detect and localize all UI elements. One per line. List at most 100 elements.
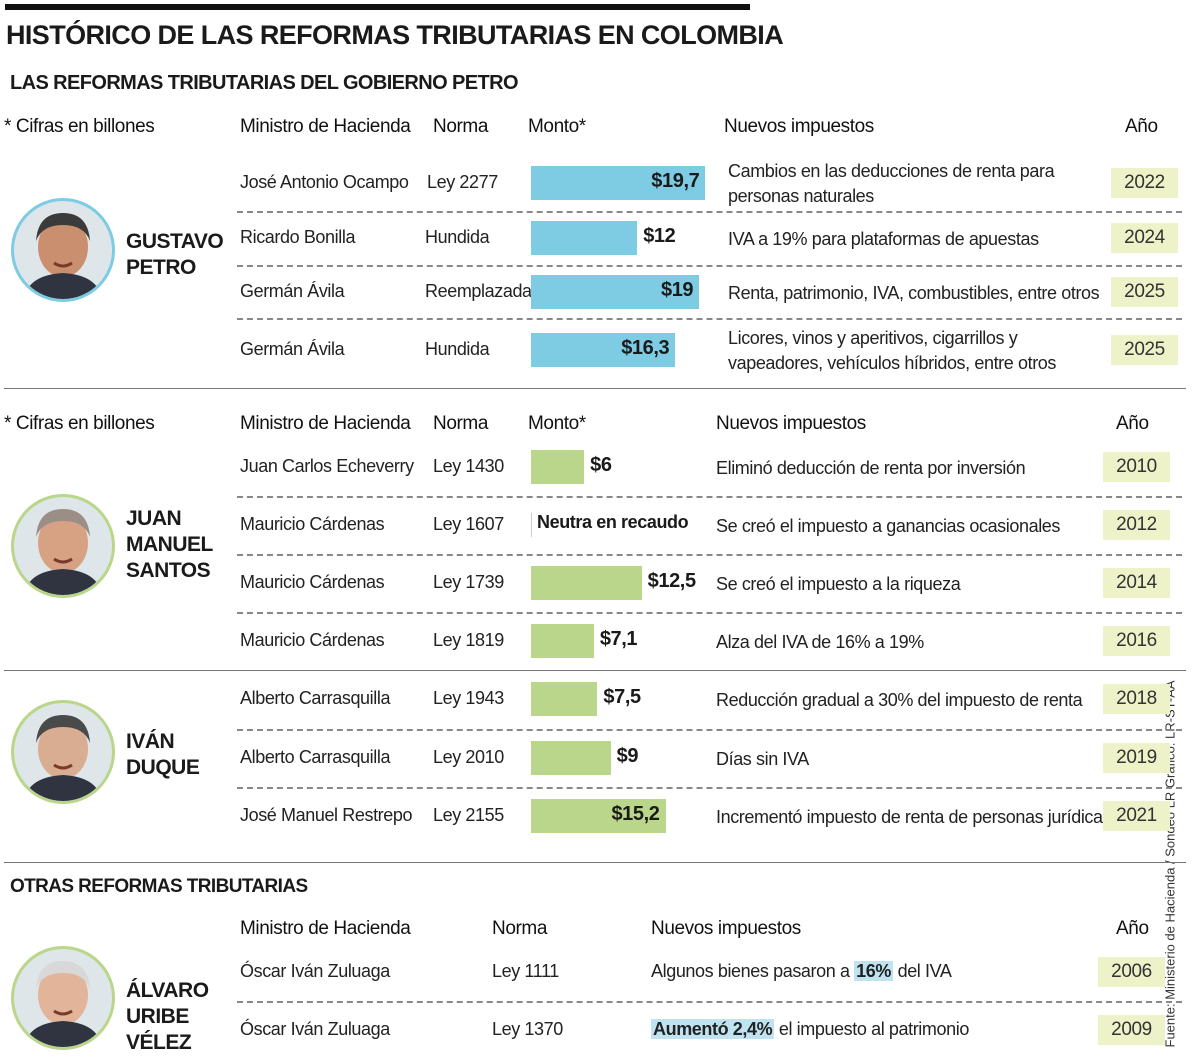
norma: Hundida	[425, 227, 490, 247]
year-badge: 2010	[1103, 452, 1170, 482]
year-badge: 2021	[1103, 801, 1170, 831]
minister-name: Mauricio Cárdenas	[240, 514, 385, 534]
new-taxes: Licores, vinos y aperitivos, cigarrillos…	[728, 328, 1056, 373]
person-icon	[24, 509, 102, 595]
year-badge: 2016	[1103, 626, 1170, 656]
bar-value-label: $7,5	[603, 686, 641, 708]
row-divider	[237, 318, 1182, 320]
taxes-text: Algunos bienes pasaron a	[651, 961, 855, 981]
bar-value-label: $12	[643, 225, 676, 247]
new-taxes: Días sin IVA	[716, 749, 809, 769]
taxes-text: del IVA	[892, 961, 952, 981]
norma: Ley 1739	[433, 572, 504, 592]
top-rule	[5, 4, 750, 10]
header-year: Año	[1116, 918, 1149, 939]
bar-value-label: $12,5	[647, 570, 696, 592]
president-name: IVÁN DUQUE	[126, 730, 200, 779]
row-divider	[237, 554, 1182, 556]
bar-value-label: $15,2	[611, 803, 660, 825]
minister-name: Mauricio Cárdenas	[240, 572, 385, 592]
row-divider	[237, 787, 1182, 789]
bar-value-label: $6	[590, 454, 612, 476]
source-note: Fuente: Ministerio de Hacienda / Sondeo …	[1162, 680, 1178, 1048]
bar-value-label: $9	[616, 745, 639, 767]
new-taxes: Se creó el impuesto a la riqueza	[716, 574, 961, 594]
taxes-highlight: Aumentó 2,4%	[651, 1019, 775, 1039]
row-divider	[237, 496, 1182, 498]
row-divider	[237, 612, 1182, 614]
new-taxes: IVA a 19% para plataformas de apuestas	[728, 229, 1039, 249]
year-badge: 2022	[1111, 168, 1178, 198]
bar-value-label: $19,7	[651, 170, 700, 192]
bar	[531, 333, 676, 367]
header-taxes: Nuevos impuestos	[651, 918, 801, 939]
bar	[531, 682, 598, 716]
header-year: Año	[1116, 413, 1149, 434]
bar	[531, 741, 611, 775]
header-minister: Ministro de Hacienda	[240, 918, 411, 939]
new-taxes: Reducción gradual a 30% del impuesto de …	[716, 690, 1083, 710]
person-icon	[24, 961, 102, 1047]
header-minister: Ministro de Hacienda	[240, 116, 411, 137]
header-taxes: Nuevos impuestos	[716, 413, 866, 434]
section-divider	[4, 862, 1186, 863]
bar-value-label: $16,3	[621, 337, 670, 359]
note-label: * Cifras en billones	[4, 413, 155, 434]
subtitle: LAS REFORMAS TRIBUTARIAS DEL GOBIERNO PE…	[10, 72, 519, 94]
new-taxes: Renta, patrimonio, IVA, combustibles, en…	[728, 283, 1100, 303]
bar	[531, 566, 642, 600]
minister-name: Juan Carlos Echeverry	[240, 456, 414, 476]
row-divider	[237, 1001, 1182, 1003]
bar	[531, 799, 666, 833]
bar-value-label: Neutra en recaudo	[537, 512, 689, 532]
president-portrait	[11, 198, 115, 302]
new-taxes: Alza del IVA de 16% a 19%	[716, 632, 924, 652]
taxes-highlight: 16%	[854, 961, 893, 981]
norma: Ley 2010	[433, 747, 504, 767]
norma: Ley 1819	[433, 630, 504, 650]
new-taxes: Aumentó 2,4% el impuesto al patrimonio	[651, 1019, 969, 1040]
header-monto: Monto*	[528, 116, 586, 137]
new-taxes: Cambios en las deducciones de renta para…	[728, 161, 1055, 206]
header-norma: Norma	[492, 918, 548, 939]
norma: Reemplazada	[425, 281, 532, 301]
header-monto: Monto*	[528, 413, 586, 434]
person-icon	[24, 715, 102, 801]
year-badge: 2006	[1098, 957, 1165, 987]
president-portrait	[11, 946, 115, 1050]
bar	[531, 624, 594, 658]
minister-name: Óscar Iván Zuluaga	[240, 1019, 390, 1039]
norma: Ley 2155	[433, 805, 504, 825]
page-title: HISTÓRICO DE LAS REFORMAS TRIBUTARIAS EN…	[6, 20, 784, 50]
new-taxes: Incrementó impuesto de renta de personas…	[716, 807, 1112, 827]
bar	[531, 275, 700, 309]
norma: Ley 1943	[433, 688, 504, 708]
norma: Ley 1111	[492, 961, 559, 981]
year-badge: 2012	[1103, 510, 1170, 540]
minister-name: Germán Ávila	[240, 339, 345, 359]
section-divider	[4, 670, 1186, 671]
president-name: GUSTAVO PETRO	[126, 230, 224, 279]
year-badge: 2025	[1111, 335, 1178, 365]
president-portrait	[11, 494, 115, 598]
year-badge: 2014	[1103, 568, 1170, 598]
header-year: Año	[1125, 116, 1158, 137]
minister-name: Óscar Iván Zuluaga	[240, 961, 390, 981]
other-reforms-title: OTRAS REFORMAS TRIBUTARIAS	[10, 876, 308, 897]
row-divider	[237, 211, 1182, 213]
bar	[531, 166, 706, 200]
minister-name: Alberto Carrasquilla	[240, 747, 391, 767]
header-taxes: Nuevos impuestos	[724, 116, 874, 137]
taxes-text: el impuesto al patrimonio	[774, 1019, 970, 1039]
year-badge: 2019	[1103, 743, 1170, 773]
norma: Ley 1370	[492, 1019, 563, 1039]
bar-value-label: $7,1	[599, 628, 638, 650]
bar	[531, 221, 638, 255]
year-badge: 2024	[1111, 223, 1178, 253]
bar	[531, 513, 532, 537]
president-portrait	[11, 700, 115, 804]
norma: Ley 1430	[433, 456, 504, 476]
minister-name: Alberto Carrasquilla	[240, 688, 391, 708]
minister-name: Germán Ávila	[240, 281, 345, 301]
